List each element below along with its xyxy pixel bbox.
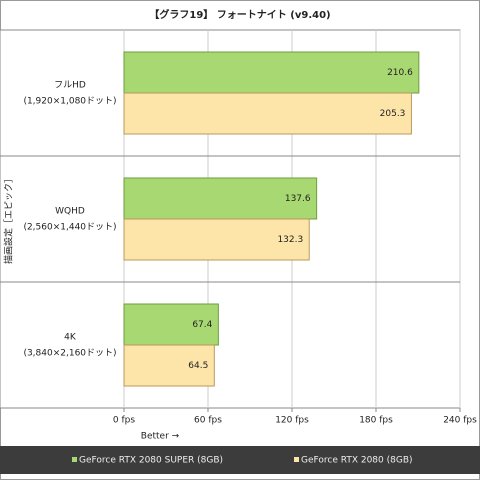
legend-label: GeForce RTX 2080 SUPER (8GB) bbox=[79, 456, 223, 466]
value-label: 137.6 bbox=[285, 194, 311, 204]
x-axis-label: Better → bbox=[141, 432, 180, 442]
legend-swatch bbox=[72, 457, 77, 462]
value-label: 205.3 bbox=[380, 109, 406, 119]
x-tick-label: 0 fps bbox=[113, 416, 135, 426]
x-tick-label: 180 fps bbox=[359, 416, 393, 426]
x-tick-label: 60 fps bbox=[194, 416, 222, 426]
legend-label: GeForce RTX 2080 (8GB) bbox=[301, 456, 413, 466]
category-label: (1,920×1,080ドット) bbox=[23, 97, 116, 107]
bar bbox=[123, 218, 310, 261]
category-label: (3,840×2,160ドット) bbox=[23, 349, 116, 359]
value-label: 67.4 bbox=[192, 320, 212, 330]
category-label: WQHD bbox=[55, 207, 85, 217]
bar bbox=[123, 303, 219, 346]
x-tick-label: 120 fps bbox=[275, 416, 309, 426]
x-tick-label: 240 fps bbox=[443, 416, 477, 426]
bar bbox=[123, 177, 318, 220]
category-label: 4K bbox=[64, 333, 77, 343]
bar bbox=[123, 92, 412, 135]
category-label: (2,560×1,440ドット) bbox=[23, 223, 116, 233]
value-label: 132.3 bbox=[277, 235, 303, 245]
legend-bar bbox=[0, 446, 480, 474]
category-label: フルHD bbox=[54, 81, 86, 91]
chart-title: 【グラフ19】 フォートナイト (v9.40) bbox=[149, 8, 330, 21]
legend-swatch bbox=[294, 457, 299, 462]
value-label: 64.5 bbox=[188, 361, 208, 371]
value-label: 210.6 bbox=[387, 68, 413, 78]
bar bbox=[123, 344, 215, 387]
bar bbox=[123, 51, 420, 94]
y-axis-label: 描画設定［エピック］ bbox=[3, 174, 15, 264]
